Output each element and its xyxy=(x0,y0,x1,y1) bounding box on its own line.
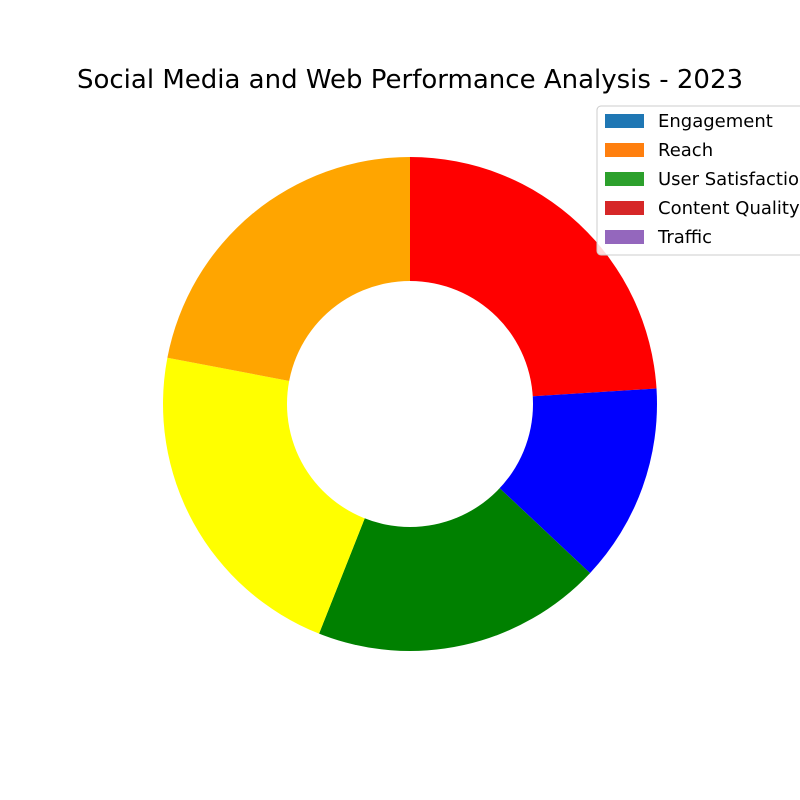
legend-swatch xyxy=(605,114,644,128)
donut-hole xyxy=(287,281,533,527)
legend-frame xyxy=(596,105,800,256)
legend-label: Engagement xyxy=(658,111,773,132)
legend-label: Reach xyxy=(658,140,713,161)
legend: Engagement Reach User Satisfaction Content … xyxy=(596,105,800,256)
legend-label: Traffic xyxy=(657,227,712,248)
legend-label: Content Quality xyxy=(658,198,800,219)
legend-label: User Satisfaction xyxy=(658,169,800,190)
legend-swatch xyxy=(605,143,644,157)
legend-swatch xyxy=(605,230,644,244)
chart-title: Social Media and Web Performance Analysi… xyxy=(77,65,743,95)
legend-swatch xyxy=(605,201,644,215)
legend-swatch xyxy=(605,172,644,186)
